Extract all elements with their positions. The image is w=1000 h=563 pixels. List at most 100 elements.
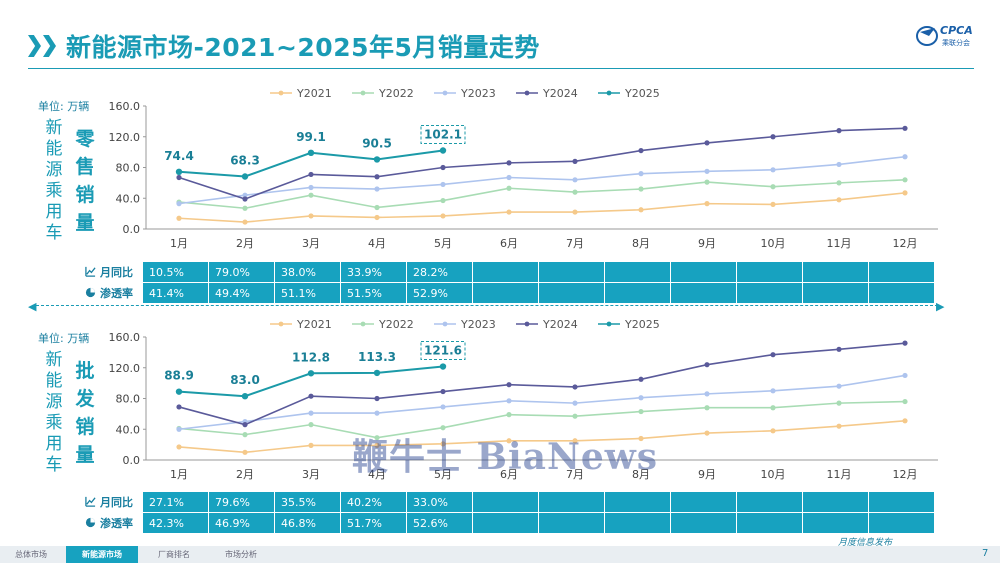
data-point-Y2024 xyxy=(242,422,248,428)
cpca-logo xyxy=(916,26,938,46)
table-cell: 46.8% xyxy=(274,512,341,534)
table-cell xyxy=(868,282,935,304)
x-tick-label: 5月 xyxy=(434,468,452,481)
legend-marker-Y2021 xyxy=(278,90,284,96)
data-point-Y2024 xyxy=(770,352,776,358)
tab-manufacturer-ranking[interactable]: 厂商排名 xyxy=(158,550,190,559)
table-cell xyxy=(736,261,803,283)
data-point-Y2023 xyxy=(638,395,644,401)
line-chart-icon xyxy=(85,266,96,277)
table-cell xyxy=(472,282,539,304)
table-cell: 51.1% xyxy=(274,282,341,304)
wholesale-side-label: 新能源乘用车 xyxy=(45,350,63,475)
table-cell xyxy=(736,282,803,304)
y-tick-label: 0.0 xyxy=(123,454,141,467)
data-point-Y2022 xyxy=(242,432,248,438)
data-label: 83.0 xyxy=(230,373,260,387)
legend-label-Y2025: Y2025 xyxy=(624,87,660,100)
data-label: 68.3 xyxy=(230,153,260,167)
legend-label-Y2022: Y2022 xyxy=(378,318,414,331)
legend-marker-Y2022 xyxy=(360,90,366,96)
x-tick-label: 4月 xyxy=(368,468,386,481)
table-cell: 28.2% xyxy=(406,261,473,283)
tab-overall-market[interactable]: 总体市场 xyxy=(15,550,47,559)
x-tick-label: 11月 xyxy=(827,468,852,481)
table-cell xyxy=(670,282,737,304)
table-cell: 51.5% xyxy=(340,282,407,304)
section-divider xyxy=(36,305,938,306)
table-cell: 27.1% xyxy=(142,491,209,513)
table-cell: 10.5% xyxy=(142,261,209,283)
data-point-Y2021 xyxy=(836,197,842,203)
page-number: 7 xyxy=(982,548,989,559)
x-tick-label: 6月 xyxy=(500,237,518,250)
data-point-Y2023 xyxy=(572,177,578,183)
data-point-Y2023 xyxy=(308,184,314,191)
table-cell xyxy=(736,491,803,513)
data-point-Y2023 xyxy=(836,161,842,168)
data-point-Y2023 xyxy=(506,174,512,181)
tab-nev-market[interactable]: 新能源市场 xyxy=(66,546,138,563)
highlight-box xyxy=(420,125,466,145)
data-point-Y2023 xyxy=(374,410,380,416)
data-point-Y2025 xyxy=(175,388,183,395)
data-point-Y2022 xyxy=(638,186,644,192)
data-point-Y2024 xyxy=(572,158,578,164)
legend-marker-Y2022 xyxy=(360,321,366,327)
data-point-Y2024 xyxy=(308,171,314,178)
retail-penetration-row: 渗透率 41.4% 49.4% 51.1% 51.5% 52.9% xyxy=(80,282,935,304)
wholesale-penetration-row: 渗透率 42.3% 46.9% 46.8% 51.7% 52.6% xyxy=(80,512,935,534)
data-label: 74.4 xyxy=(164,149,194,163)
table-cell xyxy=(802,261,869,283)
x-tick-label: 2月 xyxy=(236,468,254,481)
data-point-Y2025 xyxy=(307,149,315,157)
series-line-Y2022 xyxy=(178,179,906,210)
series-line-Y2022 xyxy=(178,400,906,439)
x-tick-label: 9月 xyxy=(698,468,716,481)
data-point-Y2023 xyxy=(176,426,182,432)
table-cell xyxy=(538,491,605,513)
table-cell: 38.0% xyxy=(274,261,341,283)
data-point-Y2022 xyxy=(440,425,446,431)
data-point-Y2021 xyxy=(308,213,314,219)
data-point-Y2024 xyxy=(638,376,644,382)
legend-marker-Y2024 xyxy=(524,90,530,96)
table-cell: 33.9% xyxy=(340,261,407,283)
data-point-Y2023 xyxy=(374,186,380,192)
data-point-Y2021 xyxy=(836,423,842,429)
data-point-Y2025 xyxy=(241,392,249,400)
data-point-Y2024 xyxy=(770,134,776,140)
table-cell: 35.5% xyxy=(274,491,341,513)
x-tick-label: 4月 xyxy=(368,237,386,250)
data-label: 113.3 xyxy=(358,350,396,364)
data-point-Y2024 xyxy=(902,125,908,131)
x-tick-label: 1月 xyxy=(170,237,188,250)
legend-label-Y2025: Y2025 xyxy=(624,318,660,331)
footer-caption: 月度信息发布 xyxy=(838,538,893,548)
retail-side-label: 新能源乘用车 xyxy=(45,118,63,243)
table-cell: 41.4% xyxy=(142,282,209,304)
y-tick-label: 120.0 xyxy=(109,362,141,375)
data-point-Y2022 xyxy=(638,408,644,415)
arrow-right-icon: ▶ xyxy=(936,300,945,313)
data-point-Y2023 xyxy=(902,372,908,379)
legend-label-Y2023: Y2023 xyxy=(460,318,496,331)
series-line-Y2023 xyxy=(178,374,906,431)
wholesale-yoy-row: 月同比 27.1% 79.6% 35.5% 40.2% 33.0% xyxy=(80,491,935,513)
x-tick-label: 3月 xyxy=(302,468,320,481)
y-tick-label: 160.0 xyxy=(109,331,141,344)
tab-market-analysis[interactable]: 市场分析 xyxy=(225,550,257,559)
retail-yoy-header: 月同比 xyxy=(80,261,143,283)
legend-marker-Y2021 xyxy=(278,321,284,327)
data-point-Y2022 xyxy=(704,405,710,411)
x-tick-label: 6月 xyxy=(500,468,518,481)
table-cell: 79.0% xyxy=(208,261,275,283)
table-cell xyxy=(868,261,935,283)
page-title: 新能源市场-2021~2025年5月销量走势 xyxy=(66,33,540,62)
x-tick-label: 8月 xyxy=(632,468,650,481)
data-point-Y2021 xyxy=(704,430,710,436)
data-point-Y2021 xyxy=(242,219,248,225)
x-tick-label: 7月 xyxy=(566,237,584,250)
data-point-Y2023 xyxy=(770,388,776,394)
data-point-Y2022 xyxy=(242,205,248,211)
